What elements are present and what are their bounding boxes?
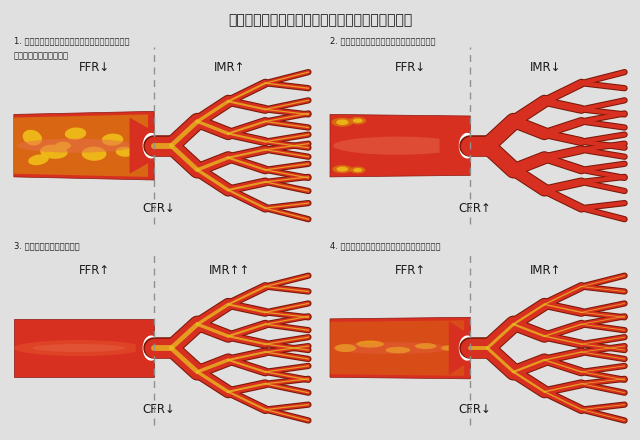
Text: IMR↓: IMR↓ bbox=[530, 61, 562, 73]
Polygon shape bbox=[449, 321, 470, 375]
Polygon shape bbox=[14, 114, 148, 177]
Ellipse shape bbox=[353, 118, 363, 123]
Ellipse shape bbox=[335, 344, 356, 352]
Ellipse shape bbox=[56, 142, 71, 150]
Text: IMR↑: IMR↑ bbox=[214, 61, 246, 73]
Text: FFR↓: FFR↓ bbox=[395, 61, 426, 73]
Polygon shape bbox=[136, 320, 154, 376]
Ellipse shape bbox=[28, 154, 49, 165]
Ellipse shape bbox=[333, 342, 451, 354]
Text: FFR↓: FFR↓ bbox=[79, 61, 109, 73]
Ellipse shape bbox=[116, 147, 134, 157]
Text: CFR↓: CFR↓ bbox=[142, 202, 175, 215]
Text: CFR↓: CFR↓ bbox=[142, 403, 175, 416]
Text: 2. 微小血管機能が保たれた限局性冀動脈犭窄: 2. 微小血管機能が保たれた限局性冀動脈犭窄 bbox=[330, 37, 435, 46]
Text: CFR↑: CFR↑ bbox=[458, 202, 492, 215]
Polygon shape bbox=[330, 317, 470, 379]
Ellipse shape bbox=[332, 165, 353, 173]
Text: FFR↑: FFR↑ bbox=[79, 264, 109, 277]
Text: CFR↓: CFR↓ bbox=[458, 403, 492, 416]
Ellipse shape bbox=[353, 168, 362, 172]
Ellipse shape bbox=[143, 335, 159, 361]
Ellipse shape bbox=[349, 117, 366, 125]
Polygon shape bbox=[14, 319, 154, 377]
Text: IMR↑: IMR↑ bbox=[530, 264, 562, 277]
Polygon shape bbox=[440, 119, 470, 172]
Ellipse shape bbox=[143, 133, 159, 158]
Polygon shape bbox=[330, 114, 470, 177]
Text: 心外膜血管の犭窄と冠微小循環障害の様々な分布: 心外膜血管の犭窄と冠微小循環障害の様々な分布 bbox=[228, 13, 412, 27]
Ellipse shape bbox=[17, 139, 134, 153]
Ellipse shape bbox=[22, 130, 42, 146]
Ellipse shape bbox=[33, 344, 125, 352]
Text: 1. 限局性冀動脈犭窄を含むびまん性冀動脈犭窄と: 1. 限局性冀動脈犭窄を含むびまん性冀動脈犭窄と bbox=[14, 37, 129, 46]
Ellipse shape bbox=[40, 145, 68, 159]
Text: 冀微小循環障害の併発: 冀微小循環障害の併発 bbox=[14, 51, 69, 60]
Text: IMR↑↑: IMR↑↑ bbox=[209, 264, 250, 277]
Ellipse shape bbox=[415, 343, 436, 349]
Ellipse shape bbox=[385, 347, 410, 353]
Polygon shape bbox=[330, 320, 464, 376]
Ellipse shape bbox=[356, 341, 384, 348]
Ellipse shape bbox=[350, 166, 365, 173]
Ellipse shape bbox=[337, 167, 348, 172]
Ellipse shape bbox=[441, 345, 460, 351]
Ellipse shape bbox=[65, 128, 86, 139]
Ellipse shape bbox=[336, 119, 349, 125]
Ellipse shape bbox=[332, 118, 353, 127]
Ellipse shape bbox=[102, 134, 124, 146]
Ellipse shape bbox=[459, 133, 476, 158]
Polygon shape bbox=[129, 117, 154, 174]
Ellipse shape bbox=[459, 335, 476, 361]
Text: 4. びまん性冀動脈犭窄と冀微小循環障害の併発: 4. びまん性冀動脈犭窄と冀微小循環障害の併発 bbox=[330, 241, 440, 250]
Text: 3. 独立した冀微小循環障害: 3. 独立した冀微小循環障害 bbox=[14, 241, 79, 250]
Ellipse shape bbox=[82, 147, 106, 161]
Ellipse shape bbox=[333, 136, 463, 155]
Polygon shape bbox=[14, 111, 154, 180]
Text: FFR↑: FFR↑ bbox=[395, 264, 426, 277]
Ellipse shape bbox=[14, 340, 143, 356]
